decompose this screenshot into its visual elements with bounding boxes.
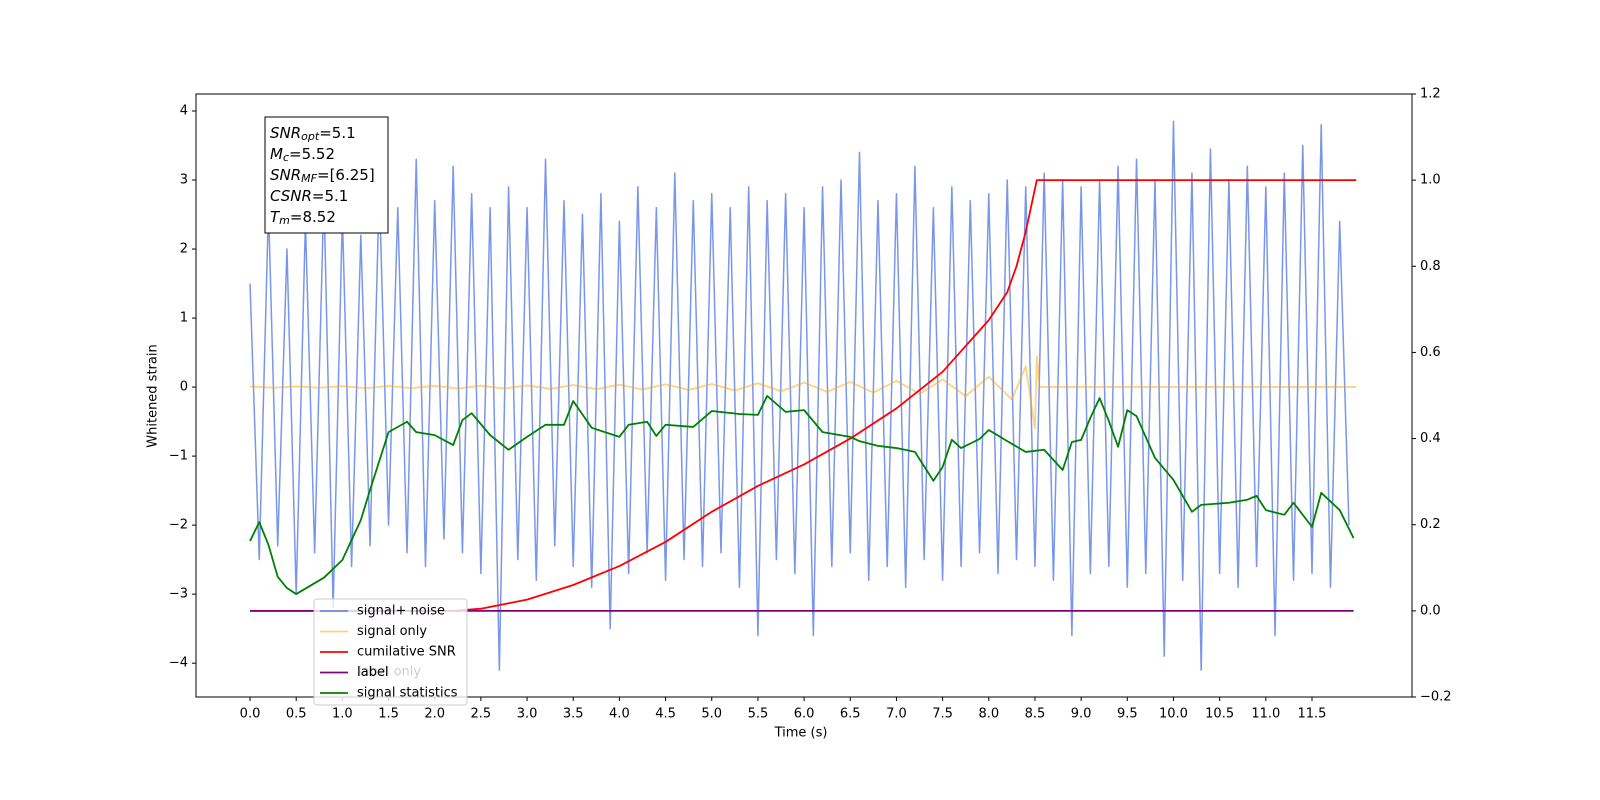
info-value: =8.52: [290, 208, 336, 226]
x-tick-label: 9.5: [1117, 707, 1138, 722]
x-tick-label: 6.0: [794, 707, 815, 722]
info-value: =5.1: [319, 124, 355, 142]
info-line: Mc=5.52: [270, 145, 335, 165]
x-tick-label: 0.5: [286, 707, 307, 722]
x-tick-label: 3.5: [563, 707, 584, 722]
info-subscript: opt: [301, 130, 320, 143]
x-tick-label: 4.5: [655, 707, 676, 722]
info-value: =[6.25]: [317, 166, 375, 184]
info-line: CSNR=5.1: [270, 187, 348, 205]
info-symbol: SNR: [270, 166, 301, 184]
series-line: [249, 120, 1350, 671]
y-axis-label: Whitened strain: [146, 344, 161, 447]
y2-tick-label: 1.2: [1420, 87, 1441, 102]
x-tick-label: 2.0: [424, 707, 445, 722]
info-subscript: c: [283, 151, 289, 164]
y2-tick-label: 0.4: [1420, 431, 1441, 446]
legend-label: signal+ noise: [357, 604, 445, 619]
series-line: [249, 355, 1357, 430]
y-tick-label: 2: [180, 242, 188, 257]
y2-tick-label: 0.6: [1420, 345, 1441, 360]
legend-label: signal statistics: [357, 686, 458, 701]
x-tick-label: 1.5: [378, 707, 399, 722]
legend-frame: [313, 598, 468, 706]
x-tick-label: 11.0: [1251, 707, 1280, 722]
info-symbol: CSNR: [270, 187, 312, 205]
info-subscript: MF: [301, 172, 317, 185]
info-box: SNRopt=5.1Mc=5.52SNRMF=[6.25]CSNR=5.1Tm=…: [264, 116, 389, 234]
y2-tick-label: 0.2: [1420, 517, 1441, 532]
y-tick-label: −4: [169, 656, 188, 671]
x-tick-label: 7.5: [932, 707, 953, 722]
info-value: =5.1: [312, 187, 348, 205]
y-tick-label: −2: [169, 518, 188, 533]
x-tick-label: 5.5: [748, 707, 769, 722]
legend-label: label: [357, 665, 388, 680]
x-tick-label: 8.5: [1025, 707, 1046, 722]
info-line: SNRopt=5.1: [270, 124, 356, 144]
x-tick-label: 10.0: [1159, 707, 1188, 722]
legend-label: cumilative SNR: [357, 645, 456, 660]
y2-tick-label: 1.0: [1420, 173, 1441, 188]
x-tick-label: 9.0: [1071, 707, 1092, 722]
x-tick-label: 3.0: [517, 707, 538, 722]
series-line: [249, 395, 1355, 595]
y2-tick-label: −0.2: [1420, 690, 1452, 705]
x-tick-label: 11.5: [1298, 707, 1327, 722]
x-tick-label: 8.0: [978, 707, 999, 722]
info-value: =5.52: [289, 145, 335, 163]
x-tick-label: 0.0: [240, 707, 261, 722]
y-tick-label: 0: [180, 380, 188, 395]
y-tick-label: 3: [180, 173, 188, 188]
x-tick-label: 5.0: [701, 707, 722, 722]
x-axis-label: Time (s): [774, 726, 828, 741]
info-symbol: T: [270, 208, 281, 226]
y-tick-label: −3: [169, 587, 188, 602]
y-tick-label: −1: [169, 449, 188, 464]
legend-label: signal only: [357, 624, 427, 639]
y2-tick-label: 0.8: [1420, 259, 1441, 274]
y-tick-label: 4: [180, 103, 188, 118]
x-tick-label: 7.0: [886, 707, 907, 722]
info-symbol: M: [270, 145, 283, 163]
y-tick-label: 1: [180, 311, 188, 326]
info-line: SNRMF=[6.25]: [270, 166, 375, 186]
x-tick-label: 4.0: [609, 707, 630, 722]
series-line: [250, 179, 1357, 612]
x-tick-label: 6.5: [840, 707, 861, 722]
x-tick-label: 1.0: [332, 707, 353, 722]
x-tick-label: 10.5: [1205, 707, 1234, 722]
y2-tick-label: 0.0: [1420, 603, 1441, 618]
info-subscript: m: [279, 214, 290, 227]
info-box-frame: [264, 116, 389, 234]
info-symbol: SNR: [270, 124, 301, 142]
info-line: Tm=8.52: [270, 208, 336, 228]
x-tick-label: 2.5: [471, 707, 492, 722]
